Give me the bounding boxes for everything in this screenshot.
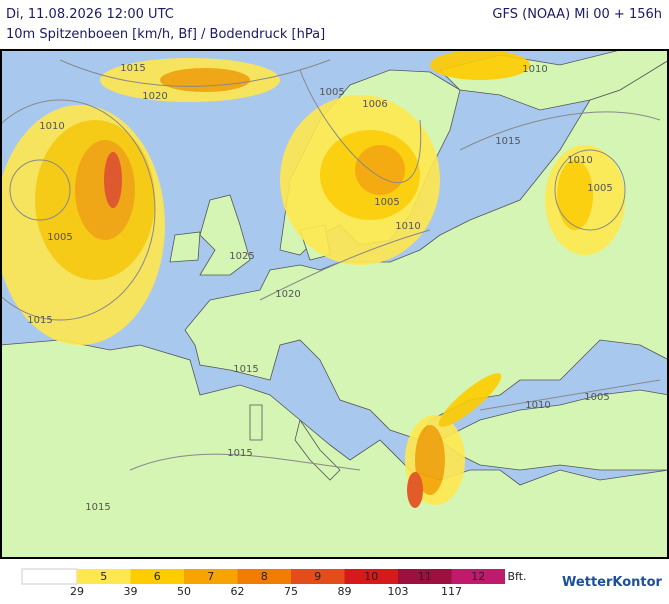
legend-bft-label: 10 — [364, 570, 378, 583]
legend-cell — [237, 569, 291, 584]
legend-cell — [344, 569, 398, 584]
legend-cell — [184, 569, 238, 584]
legend-threshold-label: 39 — [124, 585, 138, 598]
isobar-label: 1015 — [233, 364, 258, 375]
isobar-label: 1005 — [319, 87, 344, 98]
legend-bft-label: 12 — [471, 570, 485, 583]
legend-bft-label: 7 — [207, 570, 214, 583]
legend-threshold-label: 50 — [177, 585, 191, 598]
isobar-label: 1015 — [227, 448, 252, 459]
legend-threshold-label: 117 — [441, 585, 462, 598]
isobar-label: 1005 — [587, 183, 612, 194]
gust-areas — [0, 50, 625, 508]
legend-cell — [451, 569, 505, 584]
legend-threshold-label: 62 — [231, 585, 245, 598]
legend-bft-label: 11 — [418, 570, 432, 583]
isobar-label: 1010 — [522, 64, 547, 75]
isobar-label: 1005 — [584, 392, 609, 403]
isobar-labels: 1015 1020 1010 1005 1015 1005 1006 1010 … — [27, 63, 612, 513]
valid-time: Di, 11.08.2026 12:00 UTC — [6, 7, 174, 22]
legend-bft-label: 6 — [154, 570, 161, 583]
isobar-label: 1015 — [495, 136, 520, 147]
isobar-label: 1006 — [362, 99, 387, 110]
model-run: GFS (NOAA) Mi 00 + 156h — [492, 7, 662, 22]
legend-threshold-label: 29 — [70, 585, 84, 598]
legend-threshold-label: 103 — [388, 585, 409, 598]
legend-cell — [130, 569, 184, 584]
legend-bft-label: 9 — [314, 570, 321, 583]
isobar-label: 1015 — [85, 502, 110, 513]
legend-cell — [398, 569, 452, 584]
isobar-label: 1015 — [120, 63, 145, 74]
isobar-label: 1005 — [47, 232, 72, 243]
legend-cell — [291, 569, 345, 584]
isobar-label: 1015 — [27, 315, 52, 326]
land — [0, 49, 669, 559]
isobar-label: 1020 — [142, 91, 167, 102]
isobar-label: 1010 — [525, 400, 550, 411]
isobar-label: 1020 — [275, 289, 300, 300]
isobar-label: 1005 — [374, 197, 399, 208]
map-frame — [0, 49, 669, 559]
isobar-label: 1010 — [39, 121, 64, 132]
legend-threshold-label: 89 — [338, 585, 352, 598]
legend-unit: Bft. — [507, 570, 526, 583]
legend-threshold-label: 75 — [284, 585, 298, 598]
map-subtitle: 10m Spitzenboeen [km/h, Bf] / Bodendruck… — [6, 27, 325, 42]
isobar-label: 1010 — [567, 155, 592, 166]
isobar-label: 1025 — [229, 251, 254, 262]
legend-bft-label: 8 — [261, 570, 268, 583]
isobars — [0, 59, 661, 471]
legend-cell-calm — [21, 568, 78, 585]
map-area: 1015 1020 1010 1005 1015 1005 1006 1010 … — [0, 49, 669, 559]
isobar-label: 1010 — [395, 221, 420, 232]
brand-logo: WetterKontor — [562, 575, 663, 590]
legend-cell — [77, 569, 131, 584]
legend-bft-label: 5 — [100, 570, 107, 583]
